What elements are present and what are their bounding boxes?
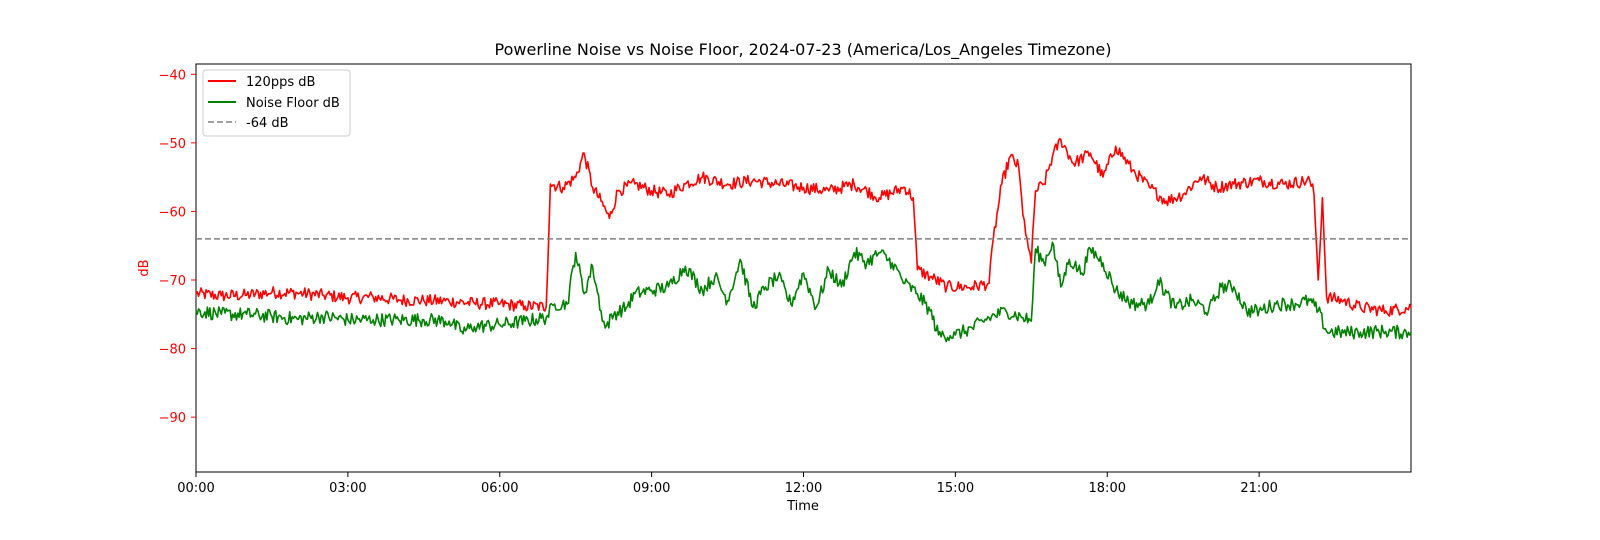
y-tick-label: −70 — [159, 274, 186, 289]
x-tick-label: 12:00 — [785, 481, 822, 496]
legend-box — [202, 69, 351, 137]
y-tick-label: −90 — [159, 411, 186, 426]
chart-title: Powerline Noise vs Noise Floor, 2024-07-… — [495, 40, 1112, 60]
x-tick-label: 00:00 — [177, 481, 214, 496]
y-axis-label: dB — [137, 259, 152, 276]
plot-frame — [195, 63, 1412, 473]
x-axis-label: Time — [786, 499, 819, 514]
x-tick-label: 03:00 — [329, 481, 366, 496]
y-tick-label: −40 — [159, 68, 186, 83]
y-tick-label: −60 — [159, 205, 186, 220]
y-tick-label: −80 — [159, 343, 186, 358]
x-tick-label: 15:00 — [937, 481, 974, 496]
x-tick-label: 09:00 — [633, 481, 670, 496]
axes-layer: 00:00 03:00 06:00 09:00 12:00 15:00 18:00 21:00… — [159, 68, 1278, 496]
y-tick-label: −50 — [159, 137, 186, 152]
series-noise-floor-line — [195, 241, 1412, 343]
legend: 120pps dB Noise Floor dB -64 dB — [202, 69, 351, 137]
series-layer — [195, 138, 1412, 343]
series-120pps-line — [195, 138, 1412, 317]
legend-label-noise-floor: Noise Floor dB — [246, 96, 340, 111]
legend-label-120pps: 120pps dB — [246, 75, 315, 90]
legend-label-reference: -64 dB — [246, 116, 289, 131]
x-tick-label: 21:00 — [1240, 481, 1277, 496]
x-tick-label: 06:00 — [481, 481, 518, 496]
x-tick-label: 18:00 — [1089, 481, 1126, 496]
